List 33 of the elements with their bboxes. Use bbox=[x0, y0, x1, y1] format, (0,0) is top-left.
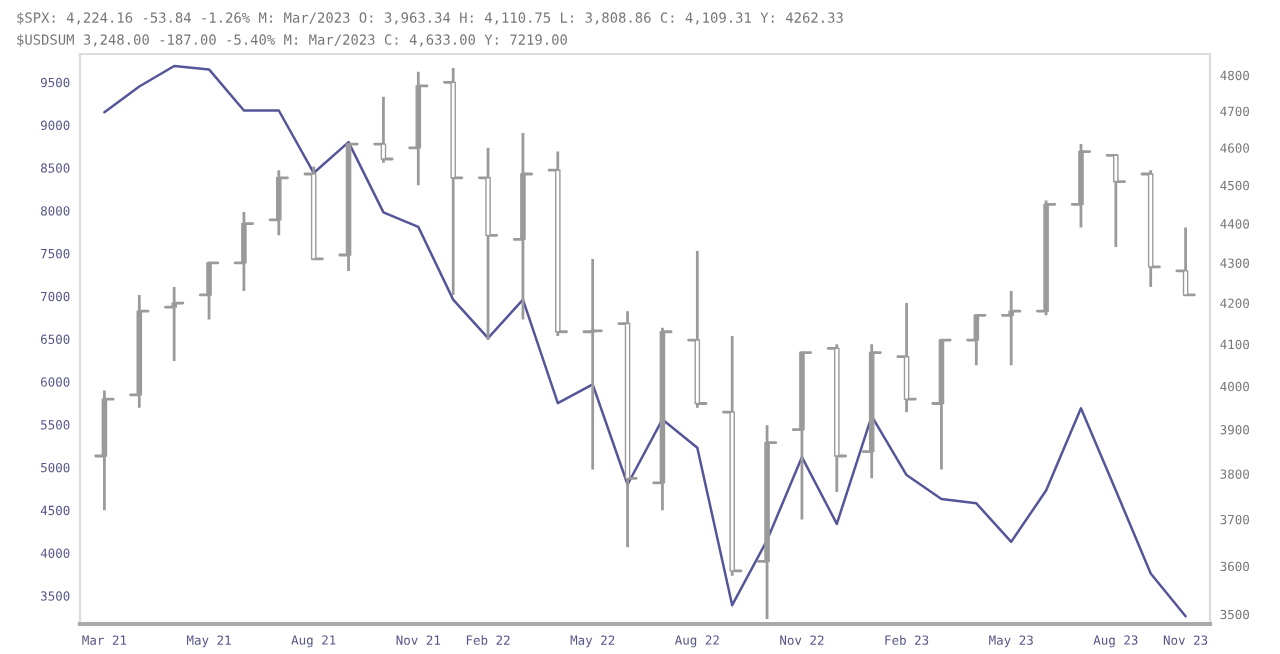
candlestick bbox=[373, 95, 394, 165]
candlestick bbox=[1140, 168, 1161, 289]
candlestick bbox=[233, 210, 255, 293]
candlestick bbox=[268, 168, 289, 237]
candlestick bbox=[408, 70, 429, 187]
candlestick bbox=[931, 338, 952, 471]
candlestick bbox=[722, 334, 743, 578]
candlestick bbox=[617, 309, 638, 549]
candlestick bbox=[1001, 289, 1022, 367]
line-series bbox=[103, 64, 1187, 618]
candlestick bbox=[303, 165, 324, 261]
candlestick bbox=[198, 261, 220, 321]
candlestick bbox=[1105, 153, 1126, 249]
candlestick bbox=[687, 249, 708, 410]
candlestick bbox=[477, 146, 499, 342]
candlestick bbox=[443, 66, 464, 297]
candlestick bbox=[512, 131, 534, 321]
candlestick bbox=[582, 257, 603, 471]
candlestick bbox=[652, 326, 673, 512]
candlestick bbox=[861, 342, 882, 480]
candlestick bbox=[94, 389, 115, 512]
candlestick bbox=[547, 150, 568, 338]
candlestick bbox=[791, 351, 813, 521]
candlestick bbox=[1035, 199, 1057, 317]
candlestick bbox=[164, 285, 185, 363]
candlestick bbox=[1070, 142, 1092, 229]
candlestick bbox=[896, 301, 917, 414]
candlestick bbox=[756, 423, 778, 621]
candlestick bbox=[826, 342, 847, 494]
candlestick bbox=[129, 293, 150, 410]
candlestick bbox=[966, 313, 987, 367]
candlestick bbox=[1175, 226, 1196, 297]
candlestick bbox=[338, 142, 359, 273]
